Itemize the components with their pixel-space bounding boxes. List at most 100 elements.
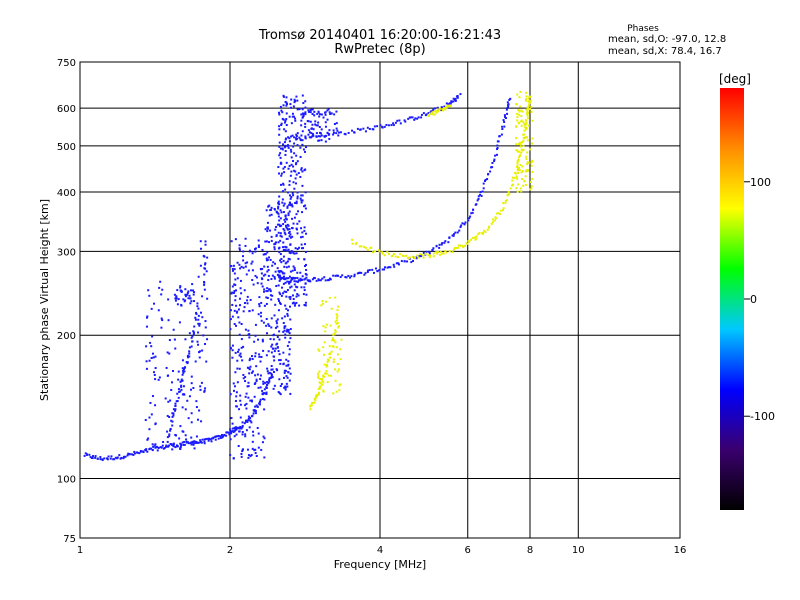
o-mode-point — [371, 268, 374, 271]
o-mode-point — [304, 301, 307, 304]
o-mode-point — [217, 437, 220, 440]
o-mode-point — [251, 371, 254, 374]
o-mode-point — [192, 293, 195, 296]
x-mode-point — [394, 255, 397, 258]
o-mode-point — [293, 304, 296, 307]
o-mode-point — [452, 97, 455, 100]
x-mode-point — [473, 236, 476, 239]
o-mode-point — [285, 226, 288, 229]
o-mode-point — [238, 248, 241, 251]
o-mode-point — [265, 240, 268, 243]
o-mode-point — [444, 240, 447, 243]
o-mode-point — [278, 195, 281, 198]
o-mode-point — [282, 167, 285, 170]
x-mode-point — [430, 111, 433, 114]
o-mode-point — [251, 279, 254, 282]
o-mode-point — [304, 168, 307, 171]
o-mode-point — [232, 382, 235, 385]
o-mode-point — [188, 346, 191, 349]
o-mode-point — [193, 440, 196, 443]
o-mode-point — [266, 370, 269, 373]
o-mode-point — [283, 146, 286, 149]
o-mode-point — [181, 359, 184, 362]
o-mode-point — [266, 230, 269, 233]
o-mode-point — [282, 255, 285, 258]
o-mode-point — [174, 409, 177, 412]
x-mode-point — [525, 91, 528, 94]
o-mode-point — [282, 292, 285, 295]
x-mode-point — [525, 155, 528, 158]
o-mode-point — [411, 116, 414, 119]
o-mode-point — [96, 457, 99, 460]
o-mode-point — [278, 330, 281, 333]
o-mode-point — [187, 442, 190, 445]
o-mode-point — [297, 210, 300, 213]
o-mode-point — [176, 392, 179, 395]
o-mode-point — [491, 166, 494, 169]
o-mode-point — [278, 276, 281, 279]
x-mode-point — [445, 106, 448, 109]
x-mode-point — [499, 209, 502, 212]
o-mode-point — [282, 282, 285, 285]
o-mode-point — [280, 172, 283, 175]
x-mode-point — [524, 124, 527, 127]
o-mode-point — [295, 200, 298, 203]
o-mode-point — [263, 288, 266, 291]
o-mode-point — [249, 419, 252, 422]
o-mode-point — [425, 250, 428, 253]
o-mode-point — [385, 123, 388, 126]
o-mode-point — [284, 333, 287, 336]
o-mode-point — [251, 370, 254, 373]
o-mode-point — [170, 388, 173, 391]
o-mode-point — [420, 255, 423, 258]
y-tick-label: 200 — [57, 331, 76, 342]
o-mode-point — [193, 447, 196, 450]
o-mode-point — [205, 270, 208, 273]
o-mode-point — [241, 421, 244, 424]
o-mode-point — [282, 228, 285, 231]
o-mode-point — [301, 278, 304, 281]
x-mode-point — [363, 245, 366, 248]
o-mode-point — [324, 113, 327, 116]
o-mode-point — [231, 315, 234, 318]
o-mode-point — [294, 201, 297, 204]
o-mode-point — [317, 121, 320, 124]
o-mode-point — [172, 442, 175, 445]
o-mode-point — [283, 171, 286, 174]
o-mode-point — [307, 109, 310, 112]
o-mode-point — [259, 377, 262, 380]
o-mode-point — [109, 457, 112, 460]
x-mode-point — [470, 238, 473, 241]
o-mode-point — [288, 332, 291, 335]
x-mode-point — [530, 110, 533, 113]
o-mode-point — [225, 434, 228, 437]
o-mode-point — [274, 326, 277, 329]
o-mode-point — [197, 343, 200, 346]
o-mode-point — [296, 195, 299, 198]
o-mode-point — [238, 321, 241, 324]
o-mode-point — [204, 387, 207, 390]
o-mode-point — [291, 205, 294, 208]
o-mode-point — [190, 443, 193, 446]
o-mode-point — [326, 109, 329, 112]
o-mode-point — [235, 289, 238, 292]
o-mode-point — [477, 197, 480, 200]
o-mode-point — [265, 318, 268, 321]
o-mode-point — [305, 232, 308, 235]
o-mode-point — [281, 246, 284, 249]
o-mode-point — [214, 435, 217, 438]
o-mode-point — [251, 252, 254, 255]
o-mode-point — [337, 131, 340, 134]
o-mode-point — [193, 331, 196, 334]
o-mode-point — [285, 382, 288, 385]
o-mode-point — [285, 290, 288, 293]
o-mode-point — [239, 425, 242, 428]
o-mode-point — [298, 108, 301, 111]
o-mode-point — [319, 279, 322, 282]
o-mode-point — [287, 280, 290, 283]
x-mode-point — [331, 337, 334, 340]
x-mode-point — [519, 105, 522, 108]
x-mode-point — [329, 356, 332, 359]
o-mode-point — [99, 458, 102, 461]
